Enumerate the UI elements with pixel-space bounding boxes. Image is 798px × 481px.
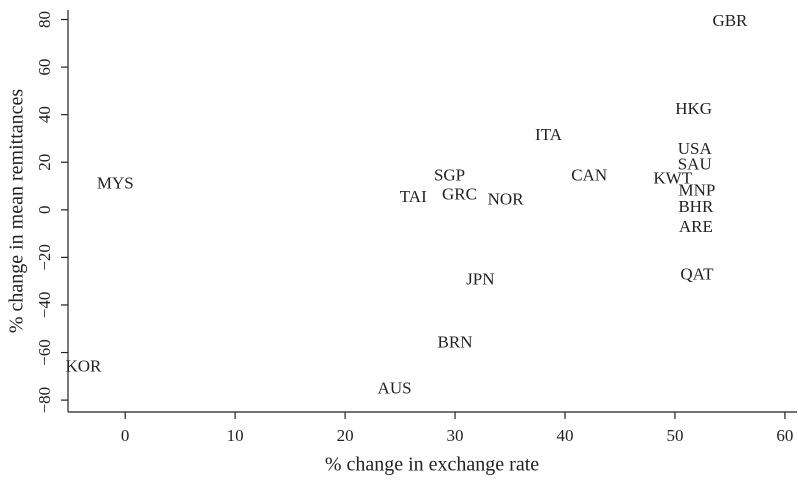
x-axis-label: % change in exchange rate — [325, 454, 539, 476]
x-tick-label: 10 — [227, 426, 244, 445]
point-label: CAN — [571, 165, 607, 184]
point-label: ARE — [679, 217, 713, 236]
point-label: SGP — [434, 165, 465, 184]
x-tick-label: 60 — [776, 426, 793, 445]
point-label: HKG — [675, 99, 712, 118]
point-label: SAU — [678, 155, 712, 174]
x-tick-label: 0 — [121, 426, 130, 445]
point-label: ITA — [535, 125, 563, 144]
x-tick-label: 30 — [447, 426, 464, 445]
point-label: USA — [678, 139, 713, 158]
point-label: QAT — [680, 265, 714, 284]
y-axis-label: % change in mean remittances — [6, 89, 28, 334]
y-tick-label: 40 — [35, 106, 54, 123]
y-tick-label: −20 — [35, 244, 54, 271]
point-label: AUS — [378, 379, 412, 398]
y-tick-label: 20 — [35, 154, 54, 171]
y-tick-label: 60 — [35, 59, 54, 76]
x-tick-label: 20 — [337, 426, 354, 445]
point-label: MNP — [679, 181, 716, 200]
point-label: TAI — [400, 187, 427, 206]
x-tick-label: 50 — [666, 426, 683, 445]
point-label: GRC — [442, 185, 477, 204]
y-tick-label: −80 — [35, 387, 54, 414]
y-tick-label: 80 — [35, 11, 54, 28]
point-label: GBR — [712, 11, 748, 30]
point-label: KOR — [65, 357, 102, 376]
point-label: MYS — [97, 174, 134, 193]
point-label: BRN — [438, 333, 473, 352]
point-label: JPN — [466, 270, 494, 289]
point-label: KWT — [653, 169, 692, 188]
point-label: BHR — [678, 197, 714, 216]
y-tick-label: −40 — [35, 292, 54, 319]
x-tick-label: 40 — [556, 426, 573, 445]
y-tick-label: 0 — [35, 206, 54, 215]
y-tick-label: −60 — [35, 339, 54, 366]
point-label: NOR — [488, 190, 525, 209]
